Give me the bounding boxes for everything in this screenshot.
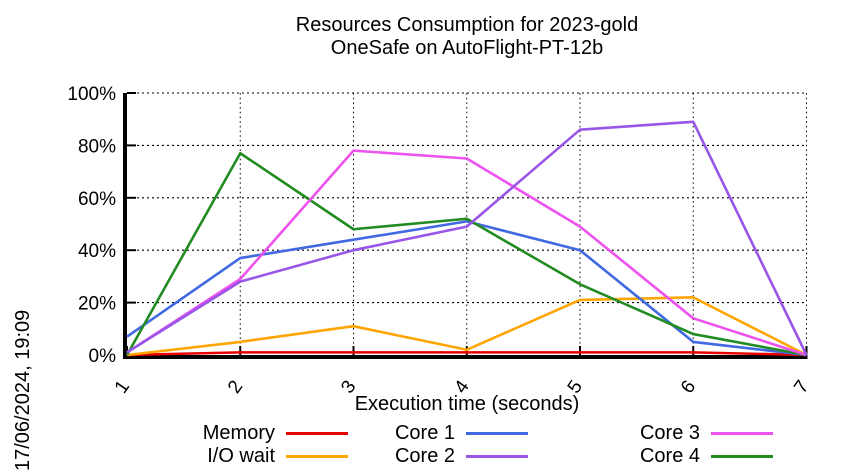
chart-subtitle: OneSafe on AutoFlight-PT-12b: [330, 37, 604, 59]
series-line-core-2: [126, 120, 808, 356]
legend-item-core-3: Core 3: [600, 422, 773, 445]
y-tick-label: 100%: [67, 84, 116, 105]
legend-label-core-4: Core 4: [639, 445, 700, 467]
legend-swatch-core-4: [711, 455, 773, 458]
legend-label-i-o-wait: I/O wait: [207, 445, 275, 467]
y-tick-label: 60%: [78, 189, 116, 210]
legend-label-core-2: Core 2: [394, 445, 455, 467]
legend-column: Core 3 Core 4: [600, 422, 773, 468]
y-tick-label: 40%: [78, 241, 116, 262]
legend-column: Core 1 Core 2: [355, 422, 528, 468]
legend-label-memory: Memory: [202, 422, 275, 444]
y-tick-label: 80%: [78, 136, 116, 157]
legend-swatch-core-1: [466, 432, 528, 435]
series-line-i-o-wait: [126, 296, 808, 357]
legend-label-core-1: Core 1: [394, 422, 455, 444]
legend-item-i-o-wait: I/O wait: [110, 445, 348, 468]
legend-item-core-4: Core 4: [600, 445, 773, 468]
chart-title: Resources Consumption for 2023-gold: [295, 14, 639, 36]
legend: Memory I/O wait Core 1 Core 2 Core 3 Core 4: [0, 422, 850, 470]
series-line-core-3: [126, 149, 807, 357]
legend-column: Memory I/O wait: [110, 422, 348, 468]
series-line-core-1: [126, 220, 807, 357]
legend-swatch-core-2: [466, 455, 528, 458]
y-tick-label: 20%: [78, 294, 116, 315]
legend-item-core-1: Core 1: [355, 422, 528, 445]
legend-swatch-memory: [286, 432, 348, 435]
legend-item-memory: Memory: [110, 422, 348, 445]
y-tick-label: 0%: [89, 346, 117, 367]
x-axis-label: Execution time (seconds): [354, 393, 580, 415]
legend-item-core-2: Core 2: [355, 445, 528, 468]
legend-swatch-core-3: [711, 432, 773, 435]
series-line-core-4: [125, 151, 807, 357]
legend-label-core-3: Core 3: [639, 422, 700, 444]
legend-swatch-i-o-wait: [286, 455, 348, 458]
series-line-memory: [126, 351, 807, 357]
